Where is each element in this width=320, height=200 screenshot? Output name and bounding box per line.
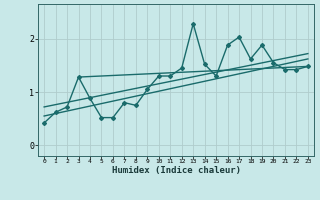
X-axis label: Humidex (Indice chaleur): Humidex (Indice chaleur): [111, 166, 241, 175]
